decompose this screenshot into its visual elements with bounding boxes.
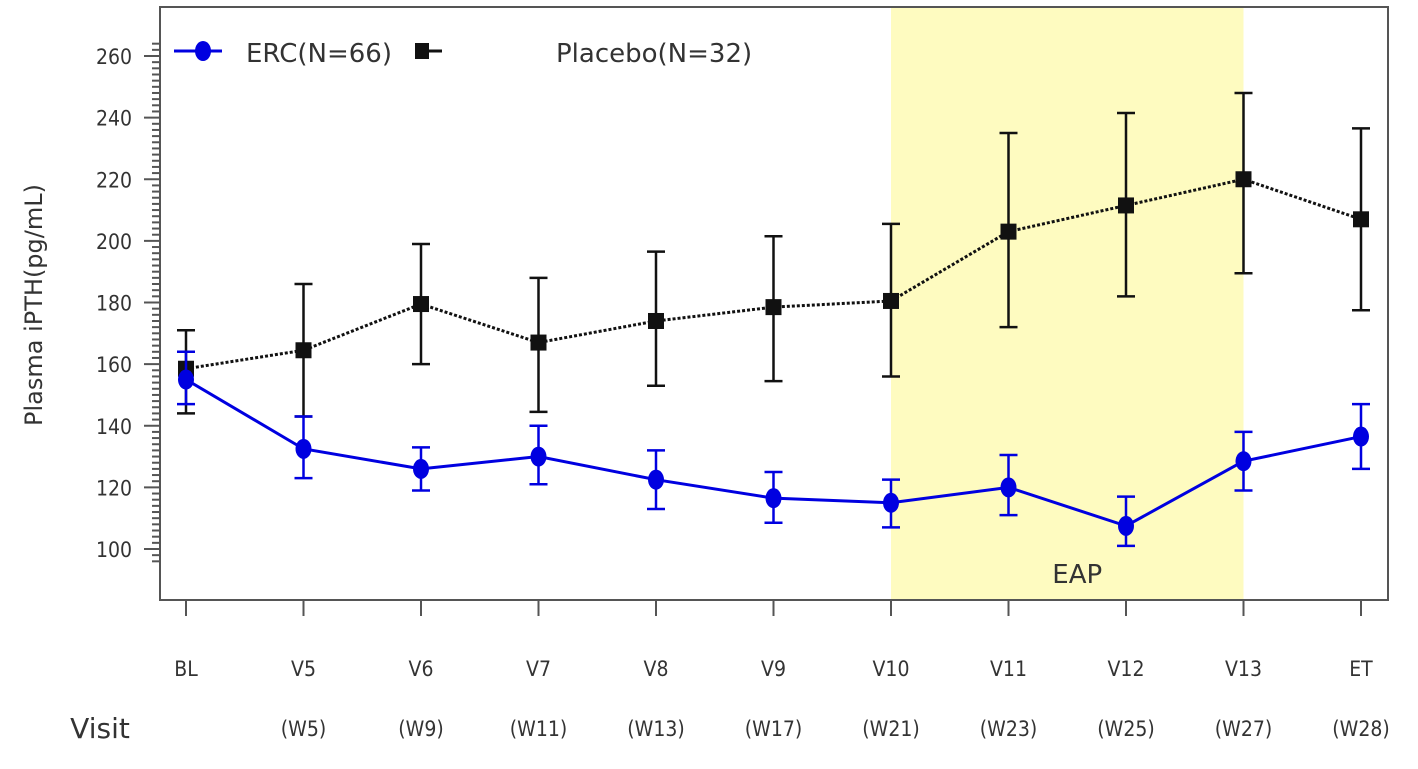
x-tick-label: ET (1349, 657, 1373, 681)
x-tick-sublabel: (W13) (627, 717, 684, 741)
data-point[interactable] (530, 334, 547, 351)
y-axis: 100 120 140 160 180 200 220 240 260 (96, 42, 160, 563)
data-point[interactable] (1118, 197, 1134, 214)
y-tick-label: 220 (96, 168, 132, 192)
annotation-eap: EAP (1052, 560, 1102, 590)
data-point[interactable] (295, 438, 312, 459)
y-tick-label: 180 (96, 292, 132, 316)
x-tick-label: V5 (291, 657, 316, 681)
plot-frame (159, 6, 1389, 601)
x-tick-sublabel: (W21) (862, 717, 919, 741)
x-axis: BL V5 (W5) V6 (W9) V7 (W11) V8 (W13) V9 (W17) V10 (W… (174, 600, 1390, 741)
x-tick-sublabel: (W23) (980, 717, 1037, 741)
series-layer (177, 91, 1370, 548)
series-erc (177, 350, 1370, 548)
legend-item-placebo[interactable]: Placebo(N=32) (415, 39, 752, 69)
x-tick-sublabel: (W11) (510, 717, 567, 741)
data-point[interactable] (1000, 477, 1017, 498)
x-tick-label: V10 (873, 657, 910, 681)
data-point[interactable] (765, 488, 782, 509)
data-point[interactable] (1118, 515, 1134, 536)
data-point[interactable] (765, 299, 782, 316)
legend-placebo-label: Placebo(N=32) (556, 39, 752, 69)
data-point[interactable] (648, 312, 664, 329)
x-tick-sublabel: (W25) (1097, 717, 1154, 741)
y-tick-label: 140 (96, 415, 132, 439)
data-point[interactable] (1235, 451, 1252, 472)
x-axis-label: Visit (70, 712, 130, 745)
data-point[interactable] (295, 342, 312, 359)
legend-erc-label: ERC(N=66) (246, 39, 392, 69)
x-tick-label: V8 (644, 657, 669, 681)
legend: ERC(N=66) Placebo(N=32) (174, 39, 752, 69)
data-point[interactable] (1235, 171, 1252, 188)
y-tick-label: 260 (96, 45, 132, 69)
data-point[interactable] (178, 369, 194, 390)
data-point[interactable] (1353, 426, 1369, 447)
x-tick-label: V7 (526, 657, 551, 681)
x-tick-sublabel: (W28) (1332, 717, 1389, 741)
x-tick-sublabel: (W17) (745, 717, 802, 741)
data-point[interactable] (530, 446, 547, 467)
data-point[interactable] (883, 292, 899, 309)
data-point[interactable] (883, 492, 899, 513)
x-tick-label: BL (174, 657, 198, 681)
data-point[interactable] (648, 469, 664, 490)
x-tick-label: V9 (761, 657, 786, 681)
y-tick-label: 200 (96, 230, 132, 254)
legend-erc-circle-icon (195, 41, 211, 61)
series-placebo (177, 91, 1370, 418)
data-point[interactable] (1353, 211, 1369, 228)
data-point[interactable] (413, 296, 429, 313)
x-tick-label: V11 (990, 657, 1027, 681)
legend-placebo-square-icon (415, 43, 429, 59)
data-point[interactable] (1000, 223, 1017, 240)
x-tick-label: V6 (409, 657, 434, 681)
x-tick-label: V13 (1225, 657, 1262, 681)
x-tick-sublabel: (W5) (281, 717, 326, 741)
shaded-region-eap (891, 7, 1244, 600)
y-tick-label: 120 (96, 476, 132, 500)
y-axis-label: Plasma iPTH(pg/mL) (20, 184, 48, 426)
y-tick-label: 240 (96, 107, 132, 131)
x-tick-sublabel: (W27) (1215, 717, 1272, 741)
x-tick-label: V12 (1108, 657, 1145, 681)
data-point[interactable] (413, 458, 429, 479)
legend-item-erc[interactable]: ERC(N=66) (174, 39, 392, 69)
y-tick-label: 160 (96, 353, 132, 377)
x-tick-sublabel: (W9) (398, 717, 443, 741)
y-tick-label: 100 (96, 538, 132, 562)
